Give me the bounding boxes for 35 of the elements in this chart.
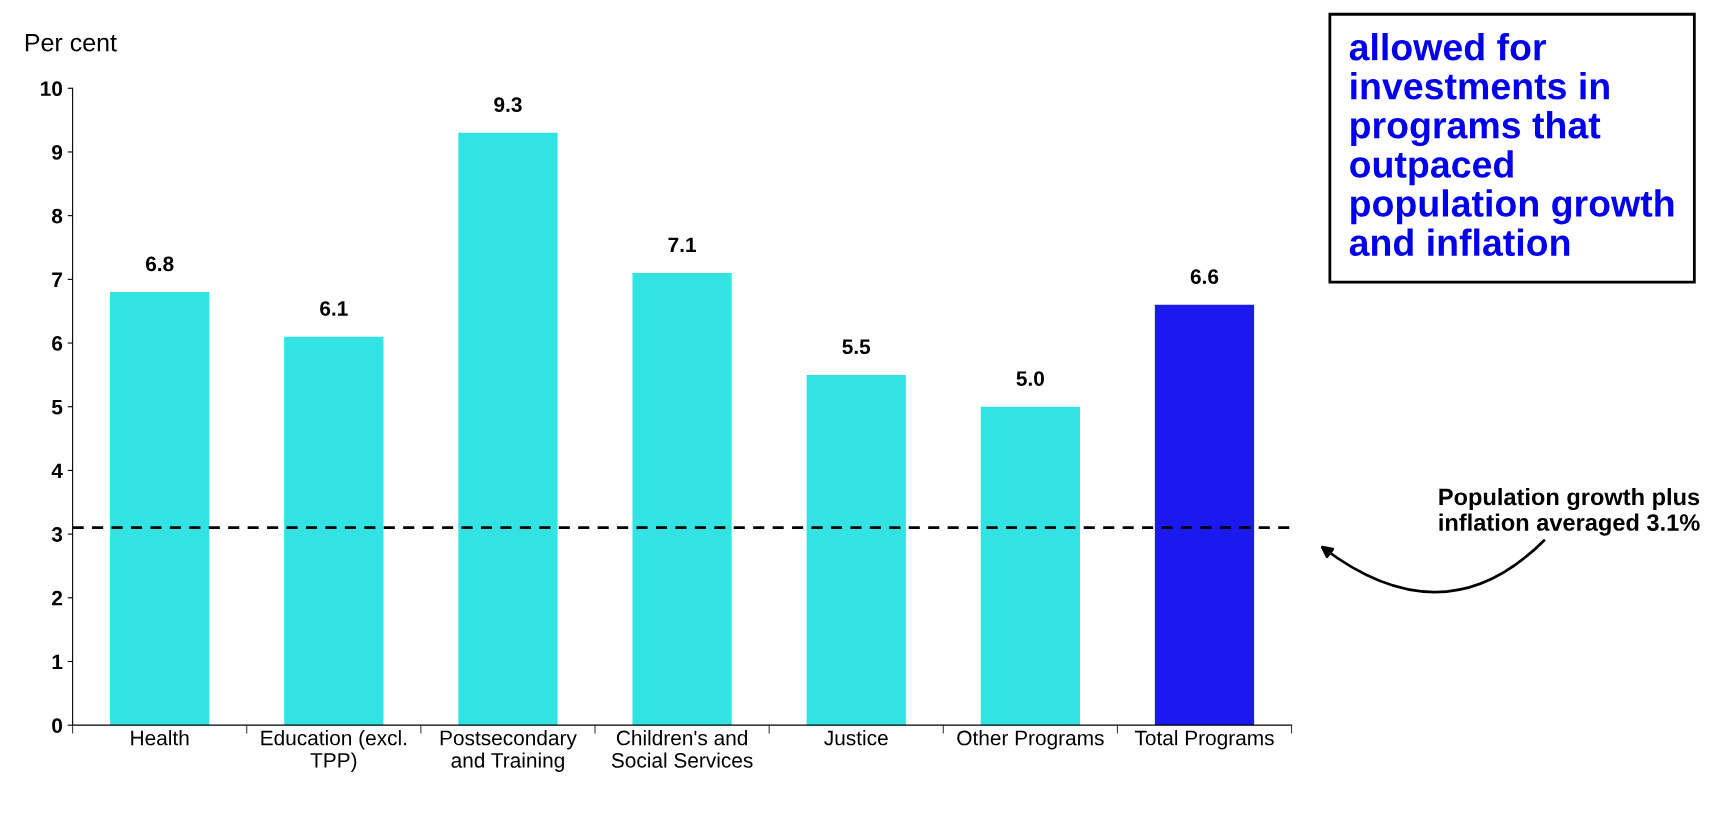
data-label: 6.8 [145, 256, 174, 272]
x-tick-label: Children's and Social Services [611, 730, 753, 768]
y-tick-label: 6 [52, 336, 63, 351]
bar [980, 406, 1080, 726]
bar [1154, 304, 1255, 726]
y-tick-label: 10 [41, 81, 63, 97]
y-tick-label: 7 [52, 272, 62, 287]
data-label: 5.0 [1016, 371, 1044, 386]
y-tick-label: 3 [51, 527, 63, 542]
x-tick-label: Other Programs [957, 730, 1104, 750]
bar [632, 272, 732, 726]
data-label: 5.5 [842, 339, 871, 355]
text: allowed for investments in programs that outpaced population growth and inflation [1349, 33, 1674, 257]
data-label: 9.3 [494, 97, 522, 113]
y-tick-label: 8 [51, 208, 63, 224]
y-tick-label: 5 [51, 399, 63, 415]
x-tick-label: Justice [824, 730, 888, 746]
data-label: 7.1 [668, 237, 696, 252]
bar [284, 336, 384, 726]
data-label: 6.6 [1190, 269, 1219, 285]
y-tick-label: 2 [52, 590, 63, 606]
y-axis-title: Per cent [25, 34, 117, 52]
ref-line-label: Population growth plus inflation averaged 3.1% [1439, 487, 1700, 536]
y-tick-label: 1 [52, 654, 63, 670]
y-tick-label: 4 [51, 463, 63, 478]
bar [110, 292, 210, 726]
bar [806, 374, 906, 726]
x-tick-label: Total Programs [1134, 730, 1274, 750]
y-tick-label: 0 [52, 718, 63, 733]
y-tick-label: 9 [52, 144, 63, 160]
bar [458, 132, 558, 726]
x-tick-label: Health [131, 730, 189, 746]
x-tick-label: Postsecondary and Training [440, 730, 577, 772]
x-tick-label: Education (excl. TPP) [261, 730, 407, 772]
data-label: 6.1 [320, 301, 348, 316]
